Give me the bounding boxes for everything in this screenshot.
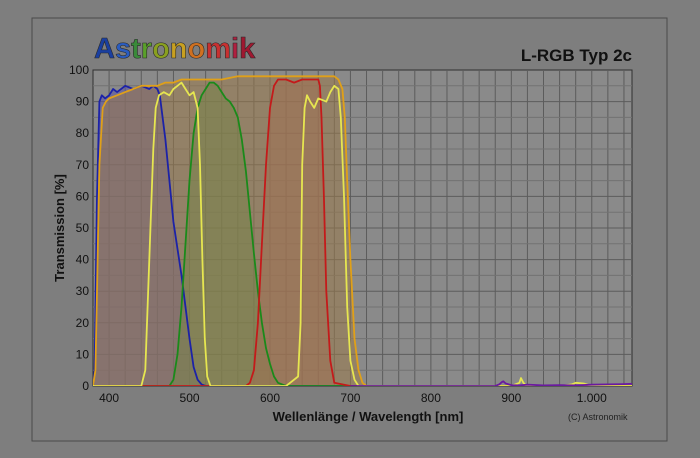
y-tick-labels: 0 10 20 30 40 50 60 70 80 90 100 xyxy=(69,63,89,393)
series-line-l xyxy=(93,75,632,386)
y-tick-label: 70 xyxy=(76,158,90,172)
copyright-note: (C) Astronomik xyxy=(568,412,628,422)
y-tick-label: 80 xyxy=(76,126,90,140)
x-tick-label: 1.000 xyxy=(577,391,607,405)
y-tick-label: 0 xyxy=(82,379,89,393)
logo-letter: o xyxy=(152,33,170,65)
y-tick-label: 40 xyxy=(76,253,90,267)
x-tick-label: 500 xyxy=(180,391,200,405)
logo-letter: t xyxy=(131,33,141,65)
series-line-transmission xyxy=(93,81,632,386)
x-tick-label: 800 xyxy=(421,391,441,405)
astronomik-logo: Astronomik xyxy=(94,33,256,65)
series-line-red xyxy=(93,78,632,386)
outer-frame xyxy=(31,17,668,442)
y-axis-label: Transmission [%] xyxy=(52,174,67,282)
y-tick-label: 30 xyxy=(76,284,90,298)
logo-letter: i xyxy=(231,33,239,65)
y-tick-label: 50 xyxy=(76,221,90,235)
series-fill-l xyxy=(93,76,632,386)
logo-letter: k xyxy=(239,33,256,65)
x-tick-label: 700 xyxy=(340,391,360,405)
logo-letter: m xyxy=(205,33,231,65)
x-axis-label: Wellenlänge / Wavelength [nm] xyxy=(273,409,464,424)
series-line-ir-leak xyxy=(350,380,632,386)
series-line-green xyxy=(93,81,632,386)
logo-letter: r xyxy=(141,33,152,65)
x-tick-label: 900 xyxy=(501,391,521,405)
series-lines xyxy=(93,75,632,386)
y-tick-label: 20 xyxy=(76,316,90,330)
y-tick-label: 90 xyxy=(76,95,90,109)
x-tick-label: 600 xyxy=(260,391,280,405)
logo-letter: s xyxy=(115,33,131,65)
x-tick-label: 400 xyxy=(99,391,119,405)
x-tick-labels: 400 500 600 700 800 900 1.000 xyxy=(99,391,607,405)
y-tick-label: 60 xyxy=(76,189,90,203)
chart-title: L-RGB Typ 2c xyxy=(521,46,632,65)
series-fills xyxy=(93,76,632,386)
logo-letter: A xyxy=(94,33,115,65)
logo-letter: n xyxy=(170,33,188,65)
y-tick-label: 10 xyxy=(76,347,90,361)
logo-letter: o xyxy=(188,33,206,65)
y-tick-label: 100 xyxy=(69,63,89,77)
